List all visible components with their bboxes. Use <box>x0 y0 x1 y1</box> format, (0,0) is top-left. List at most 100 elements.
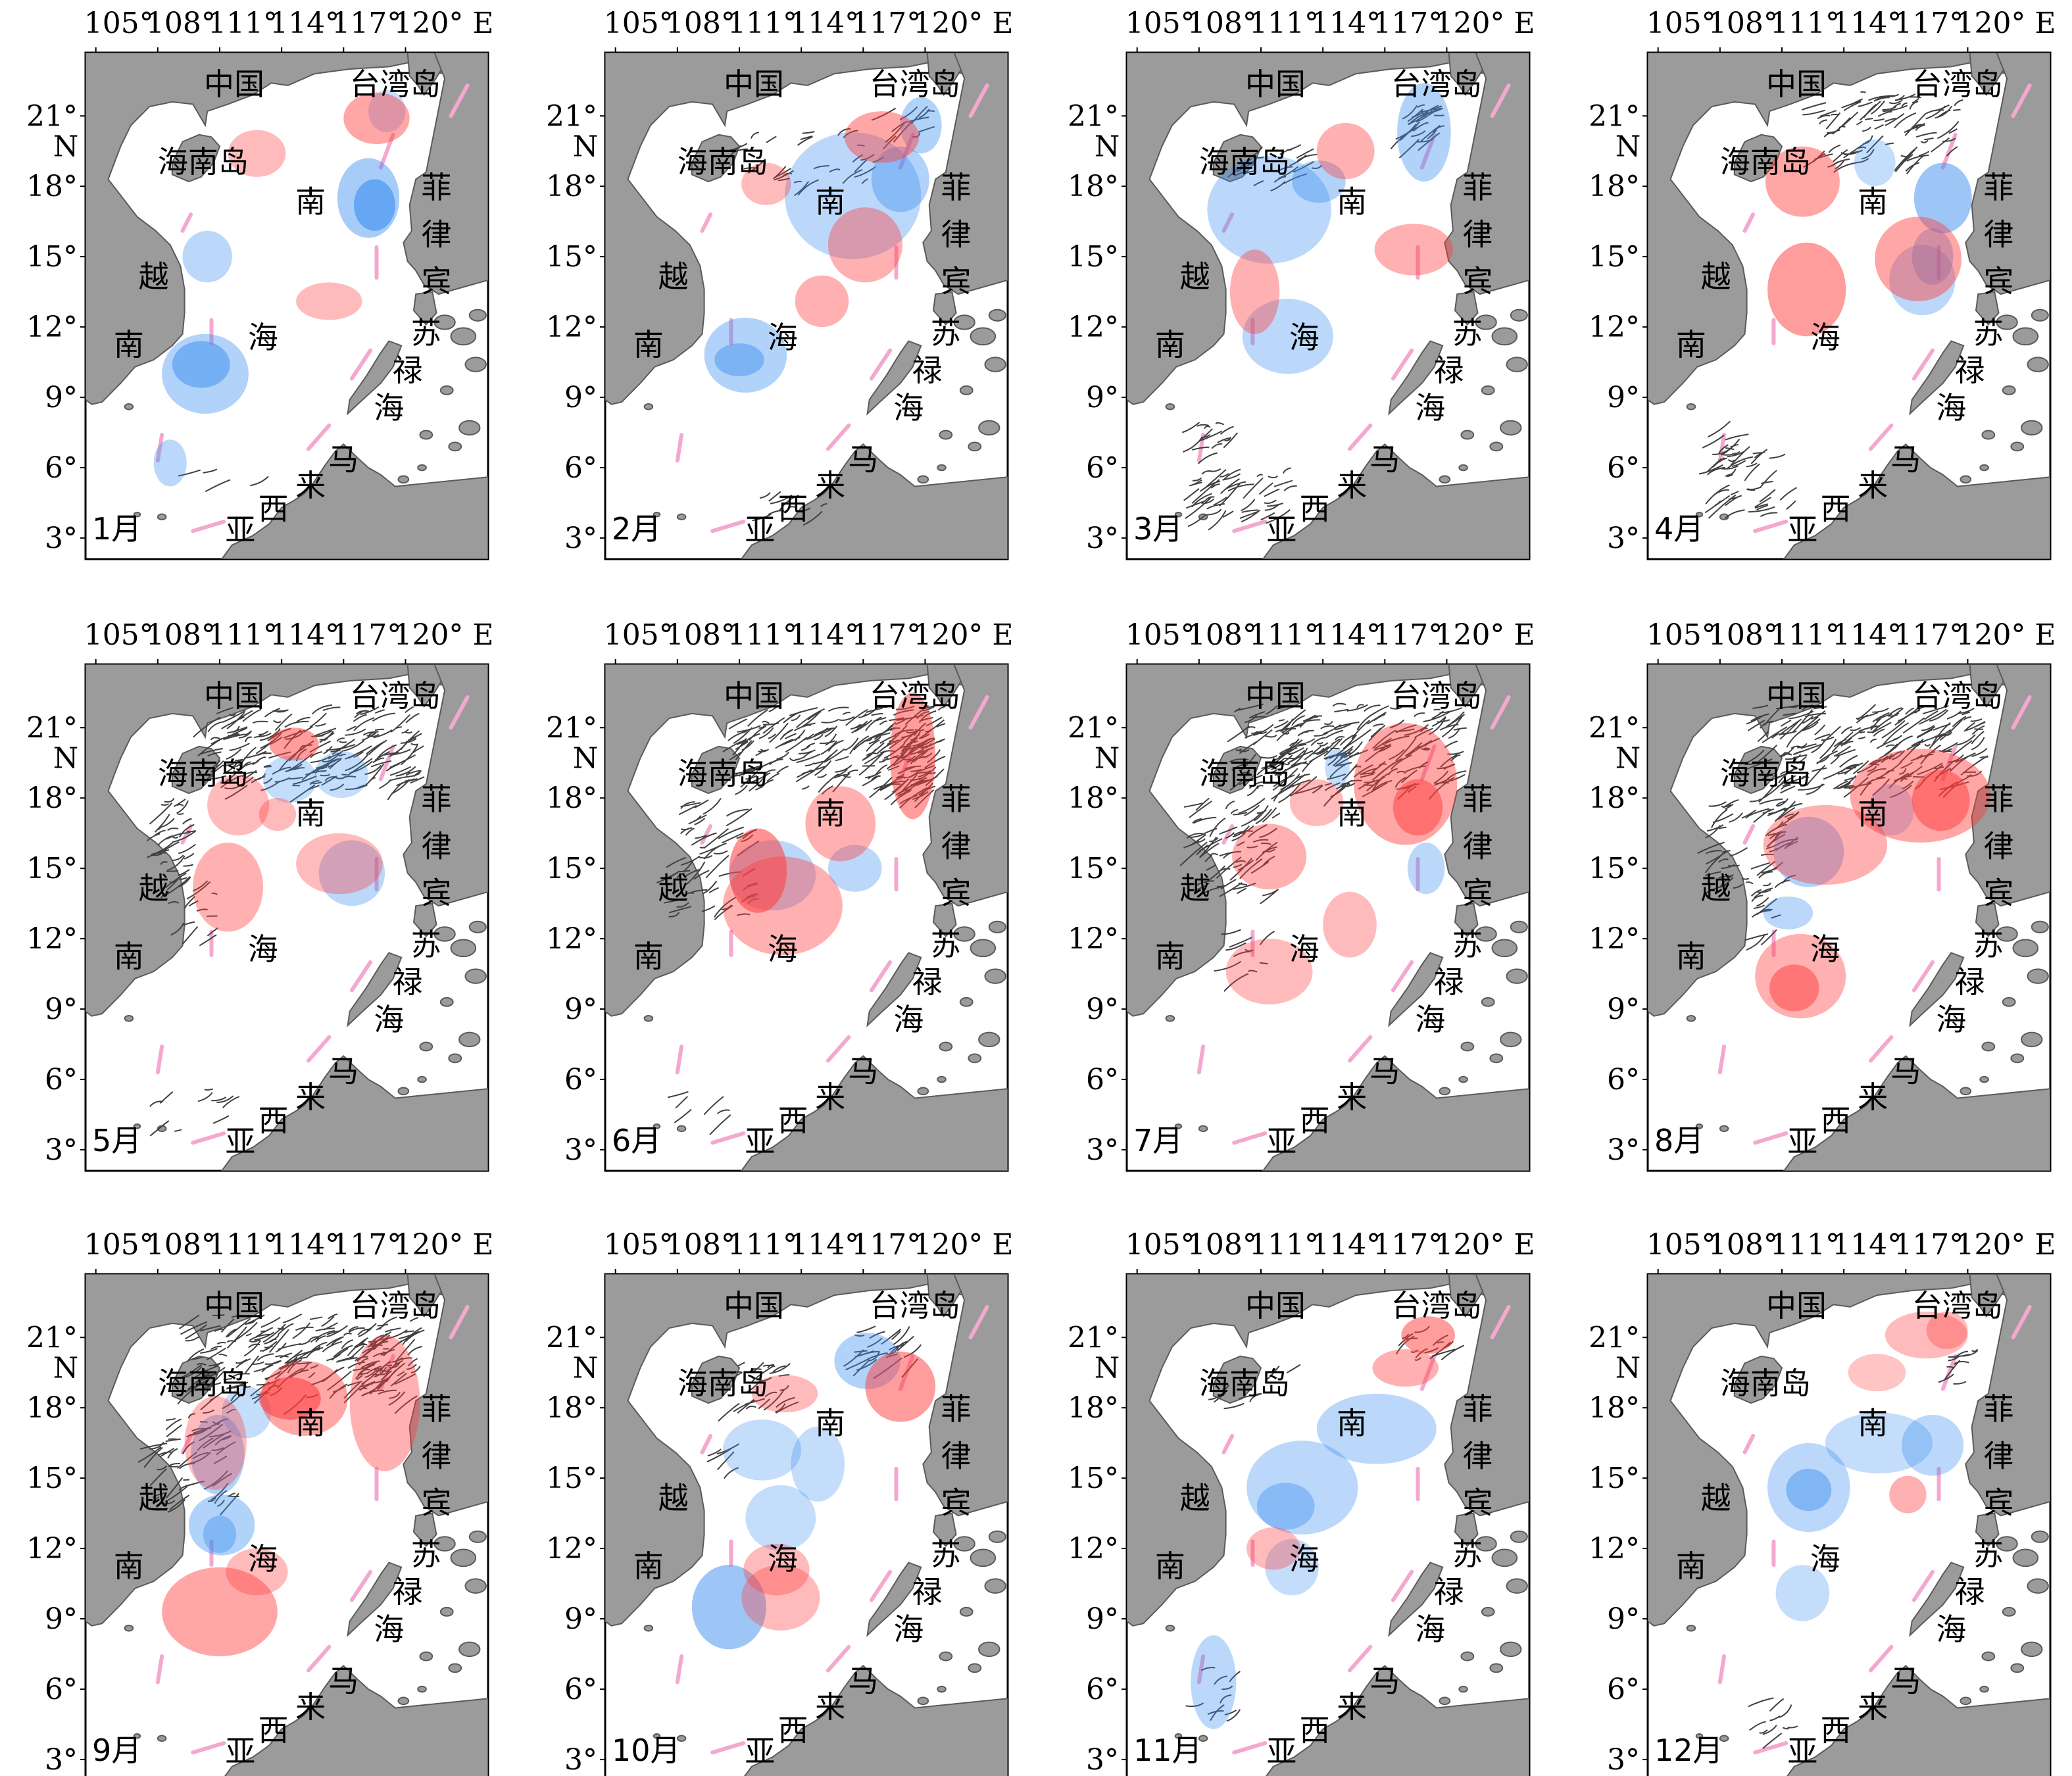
y-tick-label: 21° <box>1589 711 1640 745</box>
eddy-track <box>193 716 221 738</box>
borneo-land <box>740 443 1008 559</box>
x-tick-label: 108° <box>1708 1228 1778 1262</box>
nine-dash-segment <box>710 1131 746 1145</box>
eddy-track <box>854 166 876 178</box>
eddy-track <box>768 491 781 502</box>
eddy-track <box>1296 148 1314 159</box>
cold-eddy-region <box>182 230 232 283</box>
eddy-track <box>1253 804 1269 822</box>
eddy-track <box>410 776 425 784</box>
x-tick-label: 120° E <box>1956 618 2056 652</box>
philippines-land <box>922 664 1008 907</box>
small-island <box>2031 920 2049 933</box>
label-philippines-char: 律 <box>1984 1438 2014 1473</box>
eddy-track <box>1248 824 1268 838</box>
eddy-track <box>1754 497 1771 508</box>
eddy-track <box>935 739 943 743</box>
eddy-track <box>1888 103 1901 113</box>
small-island <box>448 1663 462 1673</box>
mindoro-land <box>1454 1512 1479 1548</box>
eddy-track <box>1250 860 1270 874</box>
eddy-track <box>339 753 347 757</box>
eddy-track <box>1185 496 1212 520</box>
eddy-track <box>253 1364 274 1373</box>
eddy-track <box>1404 742 1423 757</box>
label-china: 中国 <box>1245 66 1306 102</box>
small-island <box>1491 1548 1518 1567</box>
y-tick-label: 6° <box>1086 1673 1119 1706</box>
eddy-track <box>249 1339 261 1343</box>
warm-eddy-region <box>1769 964 1819 1012</box>
eddy-track <box>1233 882 1256 890</box>
eddy-track <box>220 779 228 784</box>
eddy-track <box>1862 149 1875 160</box>
nine-dash-segment <box>1419 744 1437 781</box>
warm-eddy-region <box>349 1335 420 1471</box>
eddy-track <box>1221 1385 1230 1391</box>
eddy-track <box>1862 126 1871 132</box>
x-tick-label: 114° <box>1832 1228 1902 1262</box>
x-tick-label: 111° <box>1249 618 1319 652</box>
small-island <box>397 1696 410 1706</box>
label-south-china-sea-char: 海 <box>1810 320 1840 355</box>
month-label: 2月 <box>612 511 661 547</box>
eddy-track <box>160 891 170 899</box>
eddy-track <box>197 1092 213 1102</box>
eddy-track <box>200 1378 217 1391</box>
x-tick-label: 120° E <box>913 1228 1013 1262</box>
eddy-track <box>1396 770 1406 774</box>
eddy-track <box>1342 764 1358 781</box>
small-island <box>2031 308 2049 322</box>
eddy-track <box>187 1413 196 1419</box>
eddy-track <box>394 1395 418 1414</box>
eddy-track <box>1781 812 1799 826</box>
philippines-land <box>1965 1274 2050 1517</box>
mindoro-land <box>1975 902 2000 938</box>
eddy-track <box>323 1322 338 1331</box>
eddy-track <box>189 1427 209 1436</box>
eddy-track <box>843 775 851 778</box>
eddy-track <box>769 1363 791 1374</box>
eddy-track <box>1860 779 1874 796</box>
eddy-track <box>722 145 741 164</box>
eddy-track <box>1718 826 1727 829</box>
eddy-track <box>1848 783 1872 789</box>
eddy-track <box>221 716 245 729</box>
label-philippines-char: 律 <box>1984 828 2014 864</box>
eddy-track <box>1857 704 1877 721</box>
label-malaysia-char: 马 <box>1369 1054 1400 1089</box>
eddy-track <box>1894 112 1917 129</box>
eddy-track <box>374 728 385 731</box>
eddy-track <box>1225 481 1246 490</box>
eddy-track <box>1316 741 1323 745</box>
eddy-track <box>1870 718 1881 731</box>
eddy-track <box>801 785 810 790</box>
eddy-track <box>1195 797 1210 811</box>
eddy-track <box>907 116 929 123</box>
eddy-track <box>1220 879 1237 890</box>
label-malaysia-char: 亚 <box>1266 512 1296 548</box>
small-island <box>1174 1123 1183 1129</box>
eddy-track <box>1953 1361 1969 1365</box>
eddy-track <box>718 1402 740 1422</box>
eddy-track <box>1252 729 1273 746</box>
eddy-track <box>164 797 175 803</box>
eddy-track <box>407 1358 418 1367</box>
eddy-track <box>1282 762 1291 766</box>
eddy-track <box>1320 746 1329 754</box>
cold-eddy-region <box>1316 1393 1437 1464</box>
month-label: 12月 <box>1654 1733 1723 1768</box>
cold-eddy-region <box>871 146 929 212</box>
small-island <box>77 575 86 581</box>
eddy-track <box>1265 849 1275 852</box>
small-island <box>988 920 1006 933</box>
hainan-land <box>171 745 221 795</box>
label-hainan: 海南岛 <box>678 756 768 791</box>
eddy-track <box>707 1448 722 1457</box>
eddy-track <box>685 861 706 885</box>
eddy-track <box>912 132 921 138</box>
x-tick-label: 117° <box>851 618 921 652</box>
eddy-track <box>216 1441 236 1456</box>
eddy-track <box>870 775 881 781</box>
